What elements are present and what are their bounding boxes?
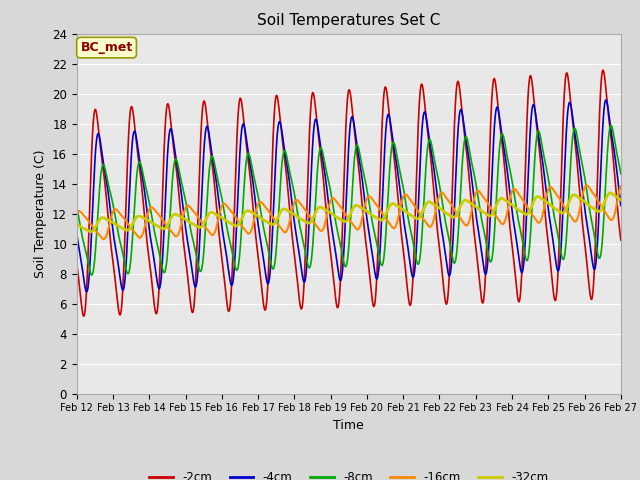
-16cm <box>548 185 556 191</box>
-32cm <box>607 190 614 196</box>
-8cm <box>88 272 95 278</box>
-16cm <box>73 210 81 216</box>
-2cm <box>168 124 175 130</box>
-2cm <box>282 164 289 169</box>
Line: -8cm: -8cm <box>77 125 621 275</box>
-32cm <box>73 221 81 227</box>
-32cm <box>607 190 614 196</box>
-2cm <box>73 261 81 267</box>
-32cm <box>282 206 289 212</box>
-8cm <box>305 265 313 271</box>
-4cm <box>83 289 90 295</box>
Line: -4cm: -4cm <box>77 100 621 292</box>
-32cm <box>168 215 175 220</box>
-4cm <box>305 217 313 223</box>
-2cm <box>607 130 614 135</box>
-4cm <box>607 124 614 130</box>
-16cm <box>607 217 614 223</box>
-4cm <box>135 154 143 159</box>
-4cm <box>602 97 610 103</box>
-16cm <box>135 235 143 240</box>
-8cm <box>548 198 556 204</box>
-16cm <box>305 213 313 219</box>
-8cm <box>73 204 81 210</box>
-16cm <box>617 183 625 189</box>
-4cm <box>73 231 81 237</box>
-32cm <box>617 197 625 203</box>
-8cm <box>607 122 615 128</box>
-2cm <box>135 160 143 166</box>
-2cm <box>548 273 556 278</box>
-32cm <box>548 203 556 209</box>
Line: -32cm: -32cm <box>77 193 621 232</box>
-32cm <box>135 213 143 219</box>
-4cm <box>617 203 625 208</box>
-8cm <box>135 159 143 165</box>
-8cm <box>168 192 175 198</box>
-4cm <box>282 154 289 160</box>
Text: BC_met: BC_met <box>81 41 132 54</box>
-32cm <box>87 229 95 235</box>
-16cm <box>583 182 591 188</box>
-4cm <box>168 127 175 132</box>
-32cm <box>305 220 313 226</box>
Line: -2cm: -2cm <box>77 70 621 316</box>
-2cm <box>617 237 625 243</box>
-8cm <box>607 123 614 129</box>
Line: -16cm: -16cm <box>77 185 621 239</box>
-8cm <box>617 171 625 177</box>
Y-axis label: Soil Temperature (C): Soil Temperature (C) <box>33 149 47 278</box>
-8cm <box>282 149 289 155</box>
-4cm <box>548 229 556 235</box>
-2cm <box>599 67 607 73</box>
-2cm <box>305 137 313 143</box>
X-axis label: Time: Time <box>333 419 364 432</box>
-16cm <box>168 228 175 234</box>
Title: Soil Temperatures Set C: Soil Temperatures Set C <box>257 13 440 28</box>
-2cm <box>80 313 88 319</box>
-16cm <box>100 236 108 242</box>
Legend: -2cm, -4cm, -8cm, -16cm, -32cm: -2cm, -4cm, -8cm, -16cm, -32cm <box>144 466 554 480</box>
-16cm <box>282 229 289 235</box>
